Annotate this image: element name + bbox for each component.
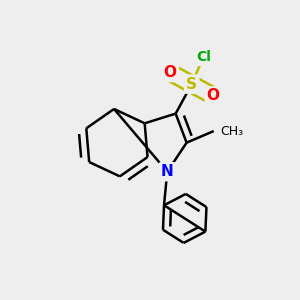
Text: S: S — [186, 77, 197, 92]
Text: Cl: Cl — [196, 50, 211, 64]
Text: CH₃: CH₃ — [220, 124, 243, 138]
Text: N: N — [161, 164, 174, 179]
Text: O: O — [164, 65, 177, 80]
Text: O: O — [207, 88, 220, 104]
